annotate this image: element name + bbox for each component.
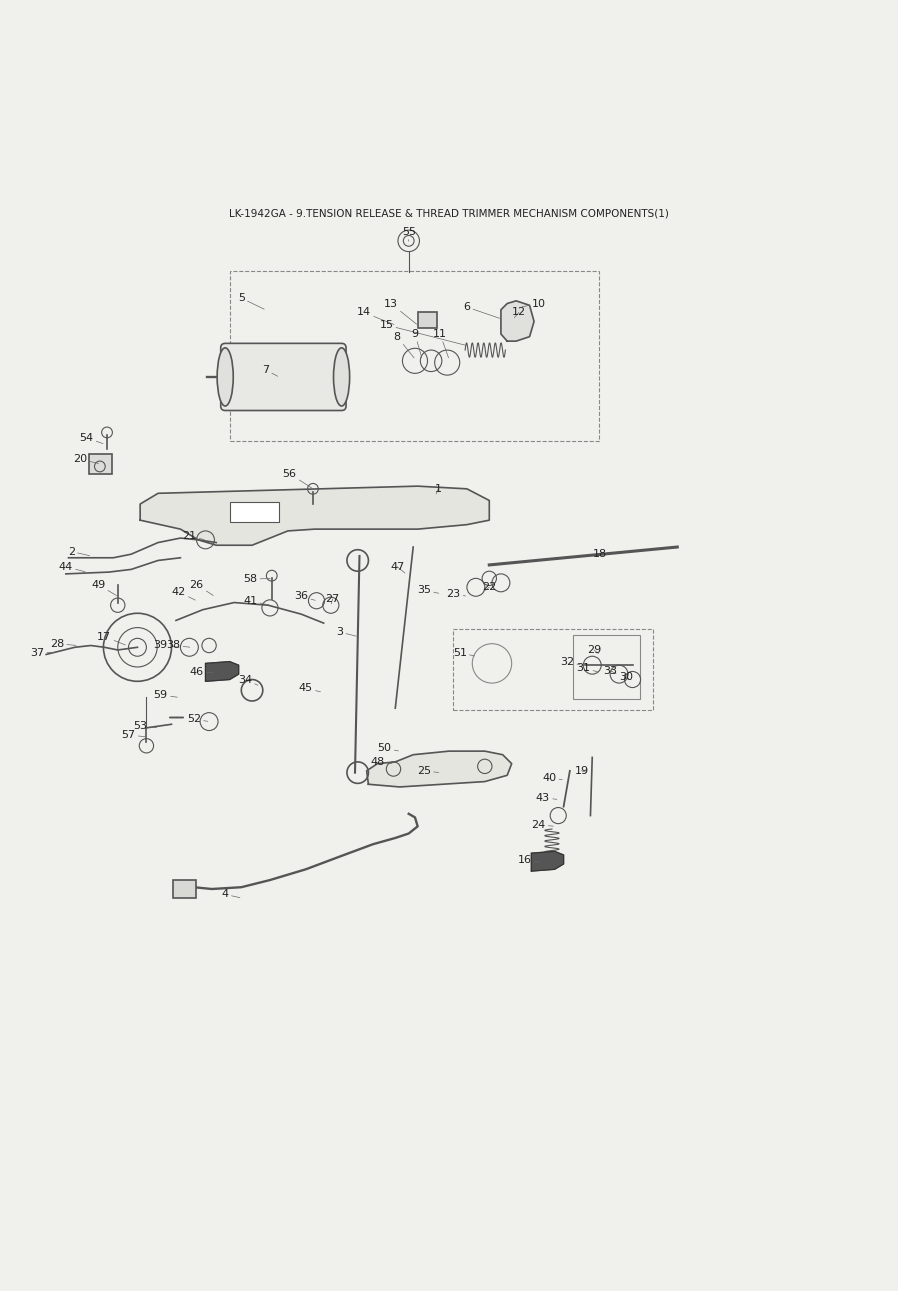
Text: 58: 58 [243,574,270,585]
Text: 21: 21 [182,532,204,541]
Text: 12: 12 [512,307,526,318]
Text: 18: 18 [593,549,606,559]
Polygon shape [140,487,489,545]
Text: 22: 22 [482,582,497,593]
Text: 53: 53 [133,722,156,731]
Ellipse shape [217,347,233,407]
Text: 36: 36 [295,591,315,602]
Text: 2: 2 [67,546,90,556]
Text: 3: 3 [336,627,357,636]
Text: 42: 42 [172,587,195,600]
Text: 39: 39 [154,640,179,651]
Text: 35: 35 [417,585,439,595]
Text: 43: 43 [536,793,557,803]
Text: 51: 51 [453,648,474,657]
Text: 11: 11 [433,329,448,358]
Text: 32: 32 [560,657,580,666]
Text: 57: 57 [121,729,145,740]
Text: 31: 31 [577,662,598,673]
Text: 59: 59 [154,689,177,700]
Text: 16: 16 [518,856,539,865]
Polygon shape [366,751,512,788]
Text: 9: 9 [411,329,422,358]
Polygon shape [532,851,564,871]
Ellipse shape [333,347,349,407]
Text: 26: 26 [189,580,214,595]
Text: 52: 52 [187,714,207,724]
Text: 41: 41 [243,595,269,605]
Text: 46: 46 [189,667,213,678]
Text: 48: 48 [370,757,392,767]
Text: 10: 10 [522,298,545,309]
Bar [89,454,111,474]
Bar [173,880,196,899]
Text: 25: 25 [417,766,438,776]
Text: 23: 23 [446,589,465,599]
Text: 4: 4 [222,889,240,900]
Text: 17: 17 [97,631,126,646]
Polygon shape [206,661,239,682]
Text: 50: 50 [377,744,399,754]
Text: 15: 15 [379,320,465,345]
Text: 38: 38 [166,640,189,651]
Text: 24: 24 [532,820,553,830]
FancyBboxPatch shape [221,343,346,411]
Text: 30: 30 [620,671,633,682]
Text: 37: 37 [31,648,56,657]
Text: 6: 6 [463,302,499,319]
Text: 33: 33 [603,666,617,675]
Text: 28: 28 [49,639,76,648]
Text: 8: 8 [393,332,414,358]
Text: 47: 47 [390,562,405,573]
Text: 54: 54 [79,432,103,444]
Text: 27: 27 [325,594,339,604]
Text: 14: 14 [357,307,394,324]
Text: 20: 20 [73,454,99,465]
Text: 56: 56 [283,469,312,488]
Text: 7: 7 [262,365,277,376]
Bar [573,635,639,700]
Text: 1: 1 [435,484,442,494]
Text: 34: 34 [238,674,258,686]
Polygon shape [501,301,534,341]
Text: 45: 45 [299,683,321,693]
Bar [230,502,279,522]
Text: 29: 29 [587,646,601,655]
Text: 5: 5 [238,293,264,309]
Bar [418,311,437,328]
Text: 19: 19 [575,766,588,776]
Text: LK-1942GA - 9.TENSION RELEASE & THREAD TRIMMER MECHANISM COMPONENTS(1): LK-1942GA - 9.TENSION RELEASE & THREAD T… [229,209,669,218]
Text: 55: 55 [401,227,416,241]
Text: 13: 13 [383,298,417,324]
Text: 40: 40 [542,773,562,784]
Text: 44: 44 [58,562,85,572]
Text: 49: 49 [91,580,117,595]
